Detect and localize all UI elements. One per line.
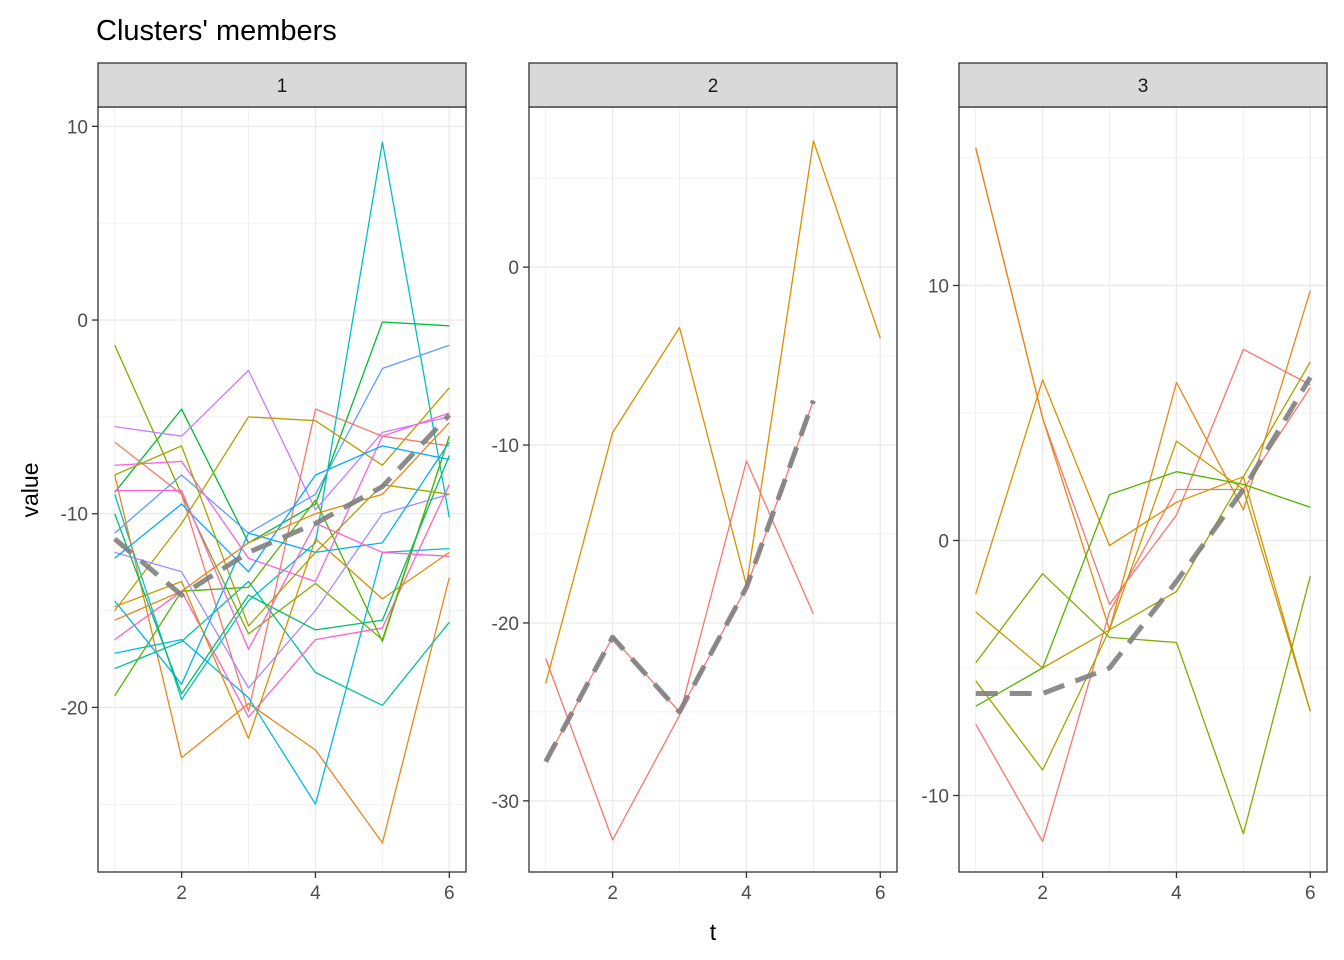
series-group [114,141,450,844]
series-line-19 [114,489,450,650]
series-line-3 [114,344,450,534]
y-axis-title: value [17,463,43,518]
series-line-11 [114,484,450,718]
facet-strip-label: 1 [277,76,288,97]
series-line-5 [114,369,450,511]
series-line-14 [114,493,450,689]
y-tick-label: 10 [928,277,949,298]
facet-strip [97,62,467,108]
x-tick-label: 2 [176,883,187,904]
y-tick-label: -10 [922,787,949,808]
series-line-1 [545,140,881,684]
centroid-line [113,413,452,598]
y-tick-label: -20 [492,614,519,635]
x-tick-label: 6 [1305,883,1316,904]
x-tick-label: 2 [1037,883,1048,904]
x-tick-label: 4 [1171,883,1182,904]
x-axis-title: t [710,919,717,945]
series-line-16 [114,445,450,573]
facet-strip [528,62,898,108]
facet-panel-3: 3 2 4 6 10 0 -10 [922,62,1328,904]
y-tick-label: -30 [492,792,519,813]
x-tick-label: 4 [310,883,321,904]
y-tick-label: -10 [492,436,519,457]
y-tick-label: 0 [508,258,519,279]
facet-panels: 1 2 4 6 10 0 -10 -20 2 2 4 6 0 -10 -20 -30 3 2 4 6 10 0 -10 [61,62,1328,904]
facet-panel-1: 1 2 4 6 10 0 -10 -20 [61,62,467,904]
series-line-21 [114,422,450,621]
panel-background [959,107,1327,872]
panel-background [529,107,897,872]
series-line-8 [114,474,450,844]
y-tick-label: 10 [67,117,88,138]
series-line-10 [114,580,450,707]
facet-strip-label: 3 [1138,76,1149,97]
series-line-12 [114,435,450,697]
centroid-line [975,376,1313,696]
x-tick-label: 4 [741,883,752,904]
panel-background [98,107,466,872]
series-line-8 [975,361,1311,771]
series-line-4 [975,379,1311,712]
series-line-6 [114,387,450,611]
y-tick-label: 0 [77,311,88,332]
y-tick-label: -10 [61,505,88,526]
facet-panel-2: 2 2 4 6 0 -10 -20 -30 [492,62,898,904]
gridlines [529,107,897,872]
series-line-7 [975,471,1311,707]
facet-strip-label: 2 [708,76,719,97]
series-line-18 [114,455,450,695]
y-tick-label: -20 [61,698,88,719]
x-tick-label: 2 [607,883,618,904]
series-line-9 [114,547,450,805]
series-line-6 [975,573,1311,835]
chart-title: Clusters' members [96,15,337,47]
series-line-20 [114,445,450,627]
centroid-line [543,399,816,763]
series-line-17 [114,441,450,685]
gridlines [959,107,1327,872]
series-line-7 [114,408,450,712]
facet-strip [958,62,1328,108]
x-tick-label: 6 [875,883,886,904]
series-line-15 [114,412,450,583]
y-tick-label: 0 [938,532,949,553]
x-tick-label: 6 [444,883,455,904]
series-line-2 [545,460,814,841]
series-line-5 [975,440,1311,712]
